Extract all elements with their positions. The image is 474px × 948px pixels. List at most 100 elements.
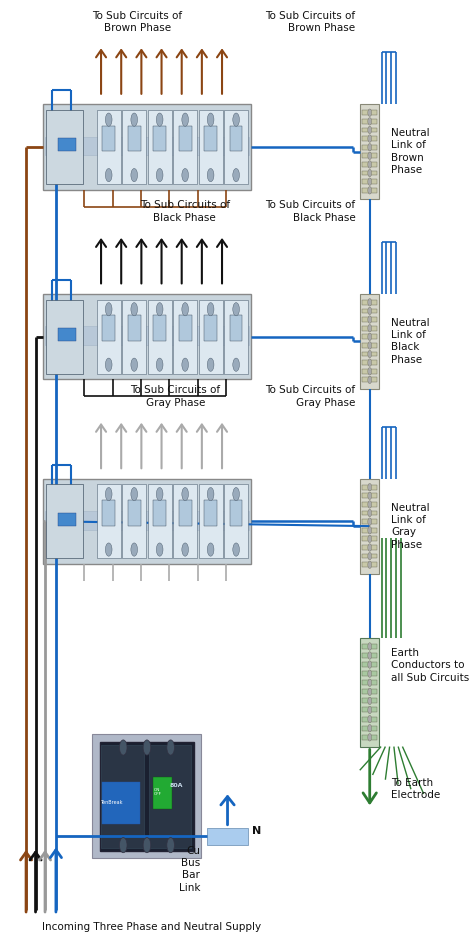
FancyBboxPatch shape [43, 104, 251, 190]
Circle shape [368, 170, 372, 177]
Circle shape [368, 368, 372, 375]
Circle shape [368, 697, 372, 704]
Bar [224, 110, 248, 184]
Circle shape [368, 178, 372, 186]
Bar [179, 315, 191, 340]
Circle shape [233, 543, 239, 556]
Bar [149, 745, 191, 848]
Circle shape [368, 501, 372, 508]
Text: To Sub Circuits of
Black Phase: To Sub Circuits of Black Phase [140, 200, 230, 223]
Circle shape [368, 187, 372, 194]
Bar [362, 528, 377, 533]
Text: 80A: 80A [170, 783, 183, 788]
Bar [148, 300, 172, 374]
Circle shape [368, 688, 372, 696]
Bar [362, 343, 377, 348]
Circle shape [105, 543, 112, 556]
Circle shape [131, 169, 137, 182]
Circle shape [143, 838, 151, 853]
Bar [230, 315, 243, 340]
Bar [173, 300, 197, 374]
Bar [58, 328, 76, 340]
Bar [46, 110, 83, 184]
Bar [45, 326, 249, 345]
Bar [128, 126, 141, 152]
Circle shape [368, 143, 372, 151]
Bar [58, 513, 76, 525]
Circle shape [368, 553, 372, 560]
Bar [362, 179, 377, 184]
Bar [199, 300, 223, 374]
Circle shape [368, 561, 372, 569]
Text: Incoming Three Phase and Neutral Supply: Incoming Three Phase and Neutral Supply [42, 922, 261, 932]
Bar [46, 484, 83, 558]
Circle shape [368, 307, 372, 315]
Circle shape [233, 113, 239, 126]
Circle shape [143, 739, 151, 755]
Bar [362, 335, 377, 339]
Circle shape [167, 838, 174, 853]
FancyBboxPatch shape [360, 479, 379, 574]
Circle shape [368, 376, 372, 384]
Circle shape [182, 169, 189, 182]
Circle shape [105, 169, 112, 182]
Bar [179, 501, 191, 525]
Circle shape [368, 135, 372, 142]
Bar [173, 484, 197, 558]
Bar [362, 653, 377, 658]
Bar [362, 308, 377, 313]
Bar [362, 735, 377, 739]
Bar [102, 126, 115, 152]
Bar [362, 717, 377, 721]
Circle shape [368, 509, 372, 517]
Bar [224, 484, 248, 558]
Circle shape [105, 358, 112, 372]
Bar [362, 137, 377, 141]
Bar [362, 188, 377, 192]
Bar [45, 137, 249, 155]
Bar [362, 671, 377, 676]
FancyBboxPatch shape [92, 734, 201, 859]
Bar [148, 110, 172, 184]
Bar [362, 300, 377, 304]
Text: Cu
Bus
Bar
Link: Cu Bus Bar Link [179, 846, 200, 893]
Circle shape [368, 544, 372, 552]
Circle shape [233, 302, 239, 316]
Bar [362, 562, 377, 567]
Bar [97, 484, 121, 558]
Bar [362, 699, 377, 703]
Bar [362, 145, 377, 150]
Text: To Sub Circuits of
Brown Phase: To Sub Circuits of Brown Phase [92, 10, 182, 33]
Bar [362, 520, 377, 524]
Bar [362, 118, 377, 123]
Bar [362, 484, 377, 489]
Circle shape [156, 169, 163, 182]
Circle shape [233, 169, 239, 182]
Bar [153, 501, 166, 525]
Circle shape [207, 302, 214, 316]
Bar [128, 501, 141, 525]
Bar [362, 689, 377, 694]
Circle shape [207, 169, 214, 182]
Bar [207, 828, 247, 845]
Text: Earth
Conductors to
all Sub Circuits: Earth Conductors to all Sub Circuits [391, 648, 469, 683]
FancyBboxPatch shape [360, 294, 379, 389]
Circle shape [105, 113, 112, 126]
Circle shape [233, 487, 239, 501]
Bar [362, 644, 377, 648]
Circle shape [119, 838, 127, 853]
Bar [46, 300, 83, 374]
Bar [230, 501, 243, 525]
Bar [128, 315, 141, 340]
Bar [362, 369, 377, 374]
Bar [101, 745, 144, 848]
Circle shape [368, 324, 372, 332]
Bar [362, 318, 377, 322]
Circle shape [207, 113, 214, 126]
Bar [362, 326, 377, 331]
Bar [362, 554, 377, 558]
Circle shape [156, 302, 163, 316]
FancyBboxPatch shape [360, 637, 379, 747]
Circle shape [368, 661, 372, 668]
Circle shape [368, 316, 372, 323]
